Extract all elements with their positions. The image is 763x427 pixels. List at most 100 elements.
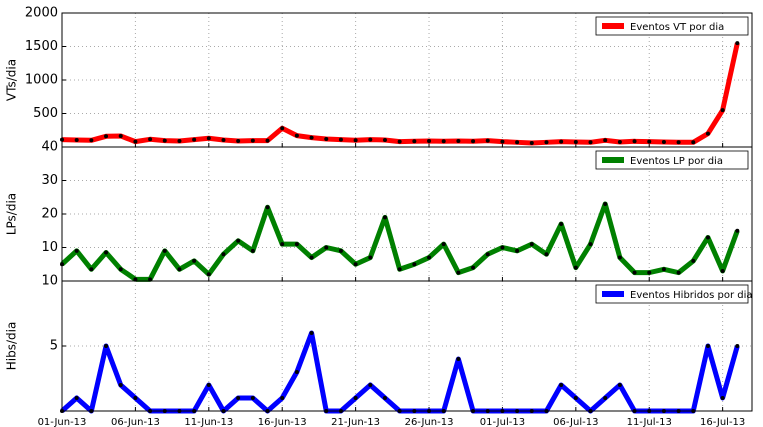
data-point <box>368 255 373 260</box>
data-point <box>573 139 578 144</box>
data-point <box>427 138 432 143</box>
data-point <box>250 138 255 143</box>
data-point <box>280 126 285 131</box>
data-point <box>544 252 549 257</box>
data-point <box>471 139 476 144</box>
legend-box <box>595 150 749 170</box>
data-point <box>705 131 710 136</box>
data-point <box>118 383 123 387</box>
data-point <box>250 396 255 400</box>
data-point <box>735 41 740 46</box>
data-point <box>427 255 432 260</box>
data-point <box>192 258 197 263</box>
data-point <box>515 248 520 253</box>
data-point <box>133 277 138 282</box>
data-point <box>74 248 79 253</box>
data-point <box>456 270 461 275</box>
data-point <box>529 140 534 145</box>
data-point <box>250 248 255 253</box>
x-tick-label: 11-Jul-13 <box>627 417 672 427</box>
data-point <box>559 222 564 227</box>
data-point <box>617 383 622 387</box>
data-point <box>206 383 211 387</box>
data-point <box>309 255 314 260</box>
data-point <box>236 396 241 400</box>
data-point <box>309 135 314 140</box>
data-point <box>412 139 417 144</box>
data-point <box>221 252 226 257</box>
data-point <box>735 228 740 233</box>
y-axis-label: Hibs/dia <box>5 322 19 371</box>
data-point <box>206 272 211 277</box>
data-point <box>104 250 109 255</box>
data-point <box>647 139 652 144</box>
data-point <box>720 268 725 273</box>
data-point <box>705 344 710 348</box>
data-point <box>133 139 138 144</box>
data-point <box>661 267 666 272</box>
data-point <box>74 396 79 400</box>
data-point <box>236 138 241 143</box>
data-point <box>441 139 446 144</box>
data-point <box>236 238 241 243</box>
data-point <box>104 344 109 348</box>
data-point <box>647 270 652 275</box>
data-point <box>720 108 725 113</box>
legend-swatch <box>602 291 624 297</box>
data-point <box>133 396 138 400</box>
data-line <box>61 42 740 146</box>
data-point <box>573 265 578 270</box>
y-tick-label: 2000 <box>25 6 58 21</box>
data-point <box>265 205 270 210</box>
y-tick-label: 40 <box>41 140 58 155</box>
x-tick-label: 16-Jul-13 <box>700 417 745 427</box>
data-point <box>265 138 270 143</box>
x-tick-label: 21-Jun-13 <box>331 417 380 427</box>
data-point <box>338 248 343 253</box>
data-point <box>177 267 182 272</box>
data-point <box>324 136 329 141</box>
y-axis-label: VTs/dia <box>5 59 19 101</box>
data-point <box>280 396 285 400</box>
legend-label: Eventos LP por dia <box>630 156 723 167</box>
data-point <box>485 252 490 257</box>
legend-label: Eventos Hibridos por dia <box>630 290 753 301</box>
data-point <box>544 140 549 145</box>
data-line <box>60 330 740 414</box>
data-point <box>735 344 740 348</box>
x-tick-label: 11-Jun-13 <box>184 417 233 427</box>
x-tick-label: 16-Jun-13 <box>258 417 307 427</box>
data-point <box>192 137 197 142</box>
x-tick-label: 06-Jul-13 <box>553 417 598 427</box>
y-tick-label: 10 <box>41 274 58 289</box>
legend-swatch <box>602 157 624 163</box>
data-point <box>382 137 387 142</box>
y-tick-label: 1000 <box>25 73 58 88</box>
data-point <box>118 267 123 272</box>
data-point <box>118 133 123 138</box>
data-point <box>397 139 402 144</box>
x-tick-label: 26-Jun-13 <box>405 417 454 427</box>
data-point <box>368 137 373 142</box>
data-point <box>485 138 490 143</box>
data-point <box>529 242 534 247</box>
data-point <box>617 255 622 260</box>
data-point <box>691 140 696 145</box>
x-tick-label: 01-Jul-13 <box>480 417 525 427</box>
data-point <box>162 138 167 143</box>
data-point <box>500 139 505 144</box>
data-point <box>515 140 520 145</box>
data-point <box>382 396 387 400</box>
data-point <box>632 270 637 275</box>
legend-swatch <box>602 23 624 29</box>
data-point <box>353 138 358 143</box>
y-tick-label: 30 <box>41 173 58 188</box>
plot-frame <box>61 280 753 412</box>
data-point <box>294 242 299 247</box>
data-point <box>280 242 285 247</box>
data-point <box>309 331 314 335</box>
data-point <box>368 383 373 387</box>
data-point <box>89 267 94 272</box>
data-point <box>162 248 167 253</box>
data-point <box>559 139 564 144</box>
